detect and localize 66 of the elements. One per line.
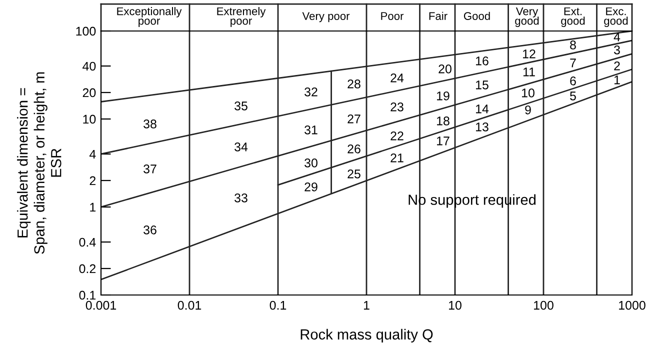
annotation: 25 — [348, 170, 360, 178]
annotation: 6 — [570, 76, 576, 86]
annotation: 15 — [476, 80, 488, 90]
annotation: 22 — [390, 132, 404, 140]
annotation: 7 — [570, 58, 576, 68]
text: Ext. good — [561, 7, 585, 27]
x-tick-label: 1000 — [619, 300, 646, 310]
x-tick-label: 0.1 — [270, 300, 286, 310]
annotation: 8 — [570, 40, 576, 50]
annotation: 12 — [523, 50, 536, 58]
annotation: 33 — [234, 194, 248, 202]
text: Poor — [381, 12, 404, 20]
annotation: 30 — [304, 158, 318, 168]
annotation: 14 — [476, 104, 489, 114]
text: Good — [464, 12, 490, 20]
y-tick-label: 20 — [82, 88, 96, 98]
x-tick-label: 1 — [364, 301, 370, 310]
annotation: 27 — [348, 114, 360, 124]
annotation: 21 — [390, 154, 404, 162]
annotation: 23 — [390, 102, 404, 112]
x-tick-label: 100 — [534, 300, 554, 310]
annotation: 19 — [437, 92, 450, 100]
y-tick-label: 4 — [89, 150, 96, 159]
annotation: 16 — [476, 56, 488, 66]
annotation: 17 — [437, 136, 450, 146]
y-tick-label: 2 — [90, 176, 96, 186]
y-tick-label: 0.2 — [79, 264, 96, 274]
annotation: 35 — [234, 102, 248, 110]
annotation: 24 — [390, 74, 404, 82]
x-tick-label: 0.001 — [86, 300, 116, 310]
y-tick-label: 1 — [90, 202, 96, 212]
annotation: 3 — [614, 46, 620, 54]
annotation: 13 — [476, 122, 488, 132]
text: Exc. good — [604, 7, 628, 27]
annotation: 28 — [348, 80, 360, 88]
annotation: 20 — [438, 64, 452, 74]
annotation: 18 — [437, 116, 450, 126]
text: Very good — [515, 7, 539, 27]
annotation: 1 — [614, 76, 620, 84]
x-axis-title: Rock mass quality Q — [300, 328, 433, 342]
y-tick-label: 100 — [76, 26, 96, 36]
y-tick-label: 40 — [82, 62, 96, 71]
annotation: 29 — [304, 182, 318, 192]
annotation: 37 — [144, 164, 156, 174]
annotation: 4 — [614, 32, 620, 42]
annotation: 31 — [304, 126, 318, 134]
text: Extremely poor — [217, 7, 266, 27]
y-tick-label: 0.1 — [79, 290, 96, 300]
text: Fair — [429, 12, 448, 20]
y-tick-label: 0.4 — [79, 238, 96, 247]
annotation: 32 — [304, 88, 318, 96]
annotation: 11 — [523, 68, 535, 76]
y-axis-title: Equivalent dimension = Span, diameter, or height, m ESR — [17, 72, 62, 254]
annotation: 26 — [348, 144, 360, 154]
x-tick-label: 10 — [449, 300, 462, 310]
annotation: 38 — [144, 120, 156, 128]
annotation: 34 — [234, 142, 248, 152]
annotation: 2 — [614, 62, 620, 70]
annotation: 36 — [144, 226, 156, 234]
annotation: 5 — [570, 92, 576, 100]
y-tick-label: 10 — [83, 114, 96, 124]
annotation: 10 — [522, 88, 534, 98]
x-tick-label: 0.01 — [178, 300, 202, 310]
text: Very poor — [302, 12, 350, 22]
annotation: 9 — [525, 106, 531, 114]
text: Exceptionally poor — [117, 7, 182, 27]
